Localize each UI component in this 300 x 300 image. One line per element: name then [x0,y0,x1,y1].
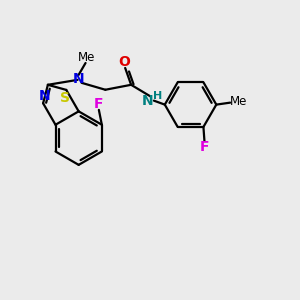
Text: Me: Me [230,95,247,108]
Text: F: F [200,140,209,154]
Text: N: N [38,89,50,103]
Text: F: F [94,97,104,111]
Text: N: N [73,72,84,86]
Text: S: S [60,91,70,105]
Text: N: N [142,94,154,108]
Text: H: H [153,91,163,101]
Text: Me: Me [78,51,95,64]
Text: O: O [118,55,130,69]
